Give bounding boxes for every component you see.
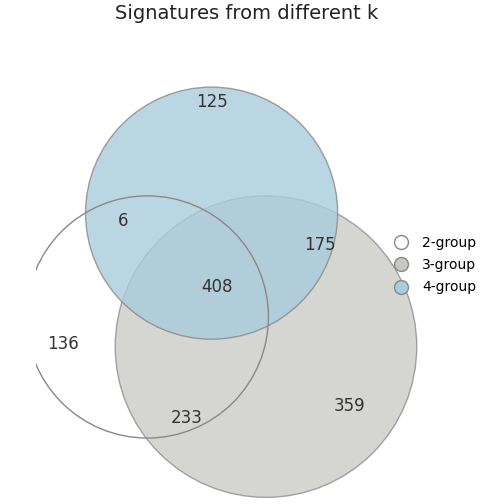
Text: 359: 359 xyxy=(334,397,366,415)
Text: 408: 408 xyxy=(201,278,232,296)
Legend: 2-group, 3-group, 4-group: 2-group, 3-group, 4-group xyxy=(388,236,476,294)
Text: 125: 125 xyxy=(196,93,227,111)
Text: 175: 175 xyxy=(304,236,336,255)
Text: 6: 6 xyxy=(117,212,128,229)
Title: Signatures from different k: Signatures from different k xyxy=(114,4,378,23)
Circle shape xyxy=(86,87,338,339)
Text: 233: 233 xyxy=(171,409,203,427)
Text: 136: 136 xyxy=(47,335,79,353)
Circle shape xyxy=(115,196,417,497)
